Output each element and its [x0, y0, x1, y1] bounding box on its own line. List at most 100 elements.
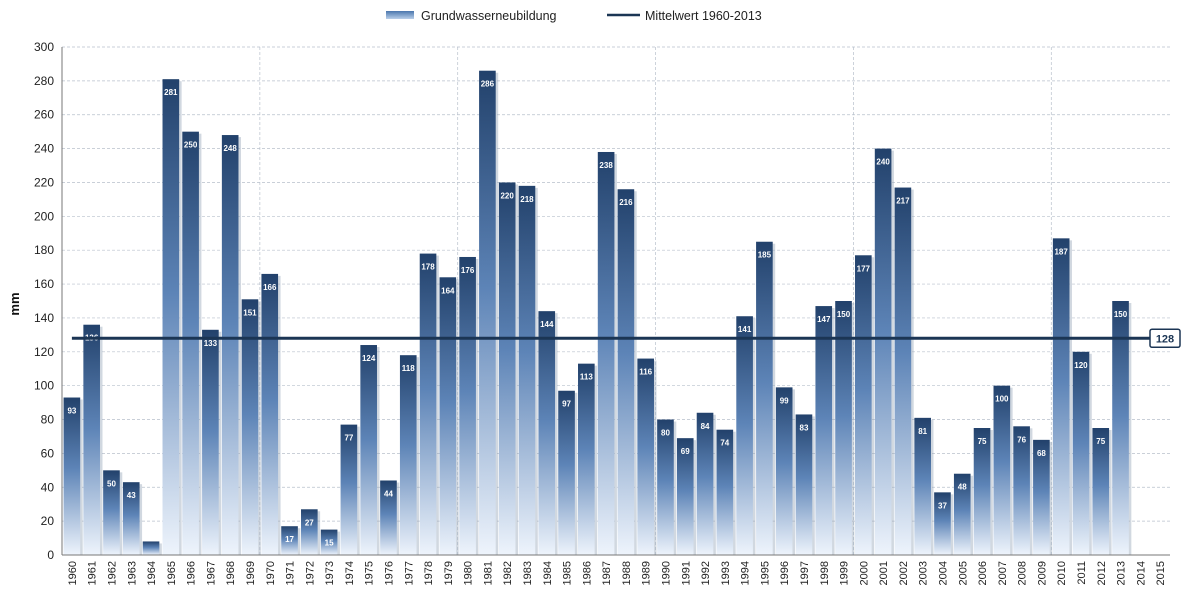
y-tick-label: 280 — [34, 74, 54, 88]
x-tick-label: 1979 — [443, 561, 455, 585]
data-label-1981: 286 — [481, 80, 495, 89]
y-tick-label: 260 — [34, 108, 54, 122]
legend-bar-swatch — [386, 11, 414, 19]
y-tick-label: 300 — [34, 40, 54, 54]
x-tick-label: 2003 — [918, 561, 930, 585]
data-label-2009: 68 — [1037, 449, 1046, 458]
bar-1964 — [142, 541, 160, 555]
x-tick-label: 1994 — [740, 561, 752, 585]
data-label-1986: 113 — [580, 373, 593, 382]
data-label-1987: 238 — [599, 161, 613, 170]
legend: Grundwasserneubildung Mittelwert 1960-20… — [386, 9, 762, 23]
y-tick-label: 100 — [34, 379, 54, 393]
data-label-1999: 150 — [837, 310, 851, 319]
data-label-2006: 75 — [978, 437, 987, 446]
bar-2005 — [953, 473, 971, 555]
bar-2010 — [1052, 238, 1070, 555]
data-label-1971: 17 — [285, 535, 294, 544]
bar-1966 — [182, 131, 199, 555]
x-tick-label: 2008 — [1017, 561, 1029, 585]
x-tick-label: 1990 — [660, 561, 672, 585]
x-tick-label: 2001 — [878, 561, 890, 585]
bar-1978 — [419, 253, 437, 555]
x-tick-label: 1985 — [562, 561, 574, 585]
y-tick-label: 60 — [41, 446, 55, 460]
x-tick-label: 1995 — [759, 561, 771, 585]
x-tick-label: 1965 — [166, 561, 178, 585]
data-label-1994: 141 — [738, 325, 752, 334]
x-tick-label: 2012 — [1096, 561, 1108, 585]
data-label-1988: 216 — [619, 198, 633, 207]
data-label-1985: 97 — [562, 400, 571, 409]
x-tick-label: 1967 — [205, 561, 217, 585]
bar-2004 — [934, 492, 951, 555]
x-tick-label: 1986 — [581, 561, 593, 585]
bar-2000 — [855, 255, 872, 555]
bar-1967 — [202, 329, 219, 555]
x-tick-label: 1968 — [225, 561, 237, 585]
data-label-1983: 218 — [520, 195, 534, 204]
bar-2008 — [1013, 426, 1030, 555]
data-label-2012: 75 — [1096, 437, 1105, 446]
bar-1982 — [498, 182, 516, 555]
x-tick-label: 1961 — [87, 561, 99, 585]
bar-1990 — [657, 419, 674, 555]
x-tick-label: 2010 — [1056, 561, 1068, 585]
data-label-2002: 217 — [896, 197, 910, 206]
bar-1970 — [261, 273, 279, 555]
data-label-1990: 80 — [661, 429, 670, 438]
y-tick-label: 200 — [34, 209, 54, 223]
bar-2002 — [894, 187, 912, 555]
data-label-2007: 100 — [995, 395, 1009, 404]
bar-1999 — [835, 301, 852, 555]
data-label-1962: 50 — [107, 479, 116, 488]
x-tick-label: 1991 — [680, 561, 692, 585]
bar-2013 — [1112, 301, 1129, 555]
data-label-1967: 133 — [204, 339, 218, 348]
data-label-1975: 124 — [362, 354, 376, 363]
bar-1980 — [459, 256, 476, 555]
bar-1979 — [439, 277, 457, 555]
data-label-1973: 15 — [325, 539, 334, 548]
bars — [63, 70, 1132, 556]
bar-1985 — [558, 390, 575, 555]
bar-1986 — [578, 363, 595, 555]
y-tick-label: 140 — [34, 311, 54, 325]
y-tick-label: 240 — [34, 142, 54, 156]
bar-2011 — [1072, 351, 1090, 555]
data-label-1963: 43 — [127, 491, 136, 500]
data-label-1977: 118 — [402, 364, 415, 373]
data-label-2003: 81 — [918, 427, 927, 436]
y-tick-label: 80 — [41, 413, 55, 427]
data-label-1991: 69 — [681, 447, 690, 456]
data-label-1966: 250 — [184, 141, 198, 150]
x-tick-label: 1974 — [344, 561, 356, 585]
bar-1960 — [63, 397, 81, 555]
x-tick-label: 1972 — [304, 561, 316, 585]
bar-1997 — [795, 414, 813, 555]
data-labels: 9313650432812501332481511661727157712444… — [67, 80, 1127, 548]
bar-1995 — [756, 241, 773, 555]
y-tick-label: 220 — [34, 175, 54, 189]
bar-1991 — [676, 438, 694, 555]
x-tick-label: 1983 — [522, 561, 534, 585]
x-tick-label: 1997 — [799, 561, 811, 585]
x-tick-label: 1966 — [186, 561, 198, 585]
bar-1996 — [775, 387, 793, 555]
bar-2009 — [1033, 439, 1050, 555]
data-label-1968: 248 — [223, 144, 237, 153]
x-tick-label: 1996 — [779, 561, 791, 585]
data-label-1980: 176 — [461, 266, 475, 275]
x-tick-label: 2011 — [1076, 561, 1088, 585]
y-tick-label: 120 — [34, 345, 54, 359]
data-label-1979: 164 — [441, 286, 455, 295]
mean-value-box — [1149, 328, 1181, 349]
x-tick-label: 1982 — [502, 561, 514, 585]
x-tick-label: 2004 — [937, 561, 949, 585]
data-label-1960: 93 — [67, 407, 76, 416]
x-tick-label: 1980 — [463, 561, 475, 585]
bar-2012 — [1092, 428, 1110, 555]
bar-1984 — [538, 311, 556, 555]
data-label-1993: 74 — [720, 439, 729, 448]
x-tick-label: 1998 — [819, 561, 831, 585]
